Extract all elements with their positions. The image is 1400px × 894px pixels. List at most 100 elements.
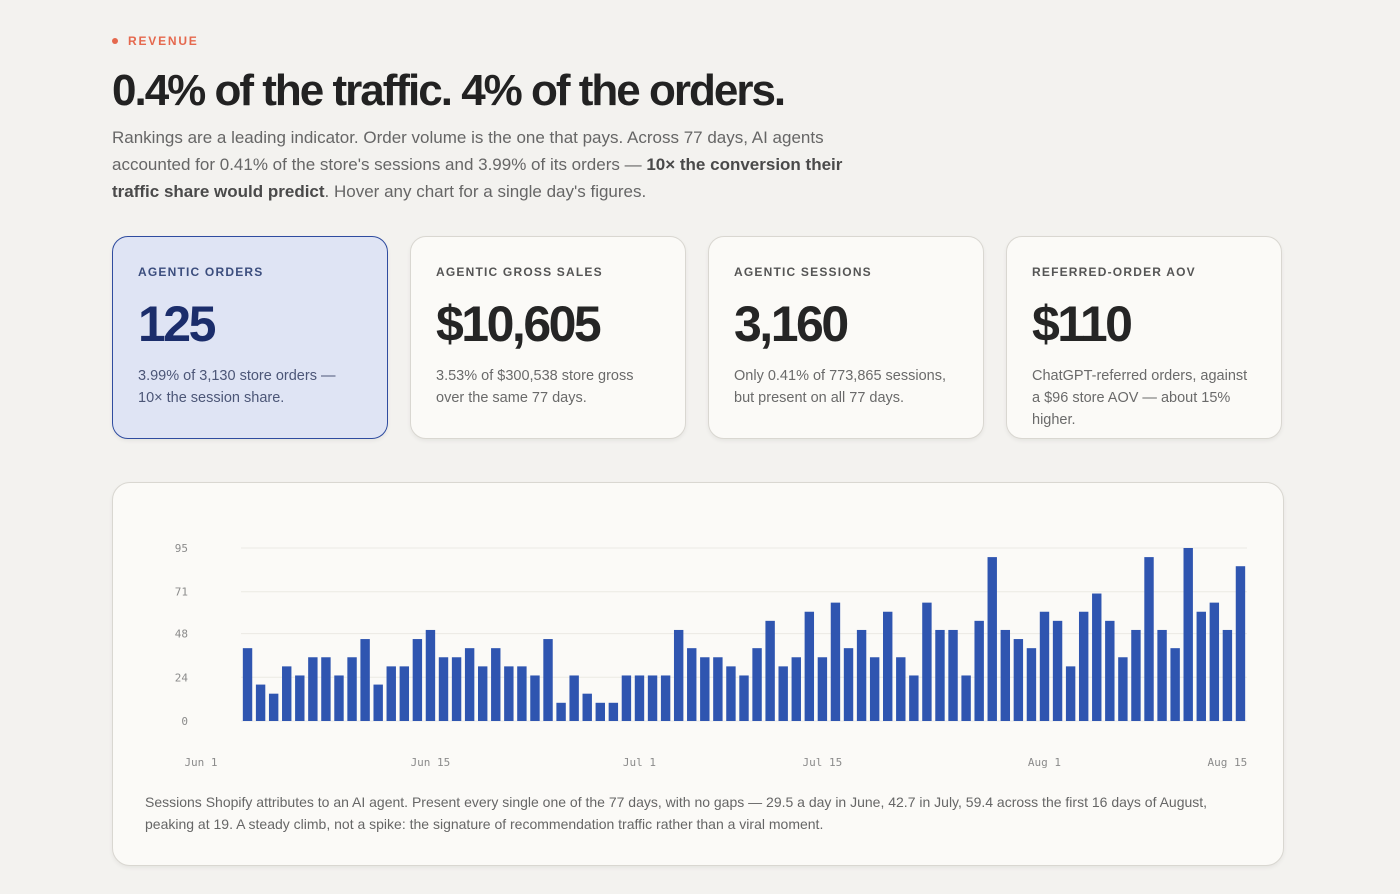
chart-bar[interactable] [987,557,997,721]
chart-bar[interactable] [1131,629,1141,721]
chart-bar[interactable] [739,675,749,721]
chart-bar[interactable] [399,666,410,721]
chart-bar[interactable] [700,657,710,721]
chart-bar[interactable] [1170,648,1180,721]
chart-bar[interactable] [268,693,279,721]
chart-bar[interactable] [373,684,383,721]
chart-bar[interactable] [242,648,253,721]
chart-bar[interactable] [491,648,501,721]
chart-bar[interactable] [830,602,841,721]
chart-bar[interactable] [634,675,645,721]
chart-bar[interactable] [569,675,579,721]
section-eyebrow: REVENUE [112,34,199,48]
metric-cards: AGENTIC ORDERS 125 3.99% of 3,130 store … [112,236,1284,441]
card-value: $110 [1032,296,1133,352]
chart-bar[interactable] [948,629,958,721]
chart-bar[interactable] [321,657,331,721]
chart-bar[interactable] [778,666,788,721]
chart-bar[interactable] [974,620,984,721]
chart-bar[interactable] [595,702,605,721]
page-title: 0.4% of the traffic. 4% of the orders. [112,66,786,115]
metric-card-referred-order-aov[interactable]: REFERRED-ORDER AOV $110 ChatGPT-referred… [1006,236,1282,439]
chart-bar[interactable] [1105,620,1115,721]
chart-bar[interactable] [530,675,540,721]
chart-bar[interactable] [1209,602,1220,721]
chart-bar[interactable] [1026,648,1037,721]
chart-bar[interactable] [295,675,305,721]
card-note: ChatGPT-referred orders, against a $96 s… [1032,368,1248,428]
chart-bar[interactable] [308,657,318,721]
chart-bar[interactable] [922,602,932,721]
chart-bar[interactable] [438,657,449,721]
chart-x-ticks: Jun 1 Jun 15 Jul 1 Jul 15 Aug 1 Aug 15 [184,756,1247,769]
chart-bar[interactable] [713,657,723,721]
agentic-sessions-bar-chart[interactable]: 0 24 48 71 95 Jun 1 Jun 15 Jul 1 Jul 15 Aug 1 Aug… [113,483,1285,783]
card-label: AGENTIC SESSIONS [734,265,872,279]
chart-bar[interactable] [1065,666,1076,721]
y-tick-label: 48 [175,628,188,641]
x-tick-label: Jun 15 [411,756,451,769]
chart-bar[interactable] [961,675,971,721]
chart-bar[interactable] [608,702,619,721]
chart-bar[interactable] [451,657,462,721]
chart-bar[interactable] [935,629,945,721]
chart-bar[interactable] [412,639,423,721]
lead-text-part1: Rankings are a leading indicator. Order … [112,128,824,174]
chart-bar[interactable] [660,675,671,721]
chart-bar[interactable] [804,611,815,721]
chart-bar[interactable] [1013,639,1024,721]
chart-bar[interactable] [687,648,697,721]
chart-bar[interactable] [621,675,632,721]
chart-bar[interactable] [1183,548,1193,721]
x-tick-label: Aug 15 [1208,756,1248,769]
chart-bar[interactable] [1144,557,1154,721]
chart-bar[interactable] [1092,593,1102,721]
metric-card-agentic-gross-sales[interactable]: AGENTIC GROSS SALES $10,605 3.53% of $30… [410,236,686,439]
chart-bar[interactable] [896,657,906,721]
chart-bar[interactable] [556,702,566,721]
chart-bar[interactable] [334,675,344,721]
metric-card-agentic-sessions[interactable]: AGENTIC SESSIONS 3,160 Only 0.41% of 773… [708,236,984,439]
chart-bar[interactable] [582,693,592,721]
chart-bar[interactable] [1078,611,1089,721]
chart-bar[interactable] [255,684,266,721]
x-tick-label: Jun 1 [184,756,217,769]
chart-bar[interactable] [1157,629,1167,721]
eyebrow-label: REVENUE [128,34,199,48]
chart-bar[interactable] [1000,629,1011,721]
lead-text-part2: . Hover any chart for a single day's fig… [324,182,647,201]
chart-bar[interactable] [647,675,658,721]
chart-bar[interactable] [1235,566,1246,721]
card-value: 3,160 [734,296,849,352]
chart-bar[interactable] [869,657,880,721]
chart-bar[interactable] [1222,629,1233,721]
chart-bar[interactable] [909,675,919,721]
chart-bar[interactable] [883,611,893,721]
chart-bar[interactable] [1118,657,1128,721]
chart-bar[interactable] [1039,611,1050,721]
chart-bar[interactable] [543,639,553,721]
chart-bar[interactable] [478,666,488,721]
lead-emphasis: 10× the conversion their traffic share w… [112,155,843,201]
card-value: $10,605 [436,296,602,352]
chart-bar[interactable] [386,666,396,721]
chart-bar[interactable] [282,666,292,721]
chart-bar[interactable] [817,657,828,721]
chart-bar[interactable] [843,648,854,721]
chart-bar[interactable] [517,666,527,721]
chart-bar[interactable] [360,639,370,721]
chart-bars [242,548,1246,721]
chart-bar[interactable] [765,620,775,721]
chart-bar[interactable] [856,629,867,721]
chart-bar[interactable] [347,657,357,721]
chart-bar[interactable] [464,648,475,721]
chart-bar[interactable] [1196,611,1206,721]
chart-bar[interactable] [752,648,762,721]
chart-bar[interactable] [791,657,801,721]
metric-card-agentic-orders[interactable]: AGENTIC ORDERS 125 3.99% of 3,130 store … [112,236,388,439]
chart-bar[interactable] [425,629,436,721]
chart-bar[interactable] [1052,620,1063,721]
chart-bar[interactable] [504,666,514,721]
chart-bar[interactable] [673,629,684,721]
chart-bar[interactable] [726,666,736,721]
